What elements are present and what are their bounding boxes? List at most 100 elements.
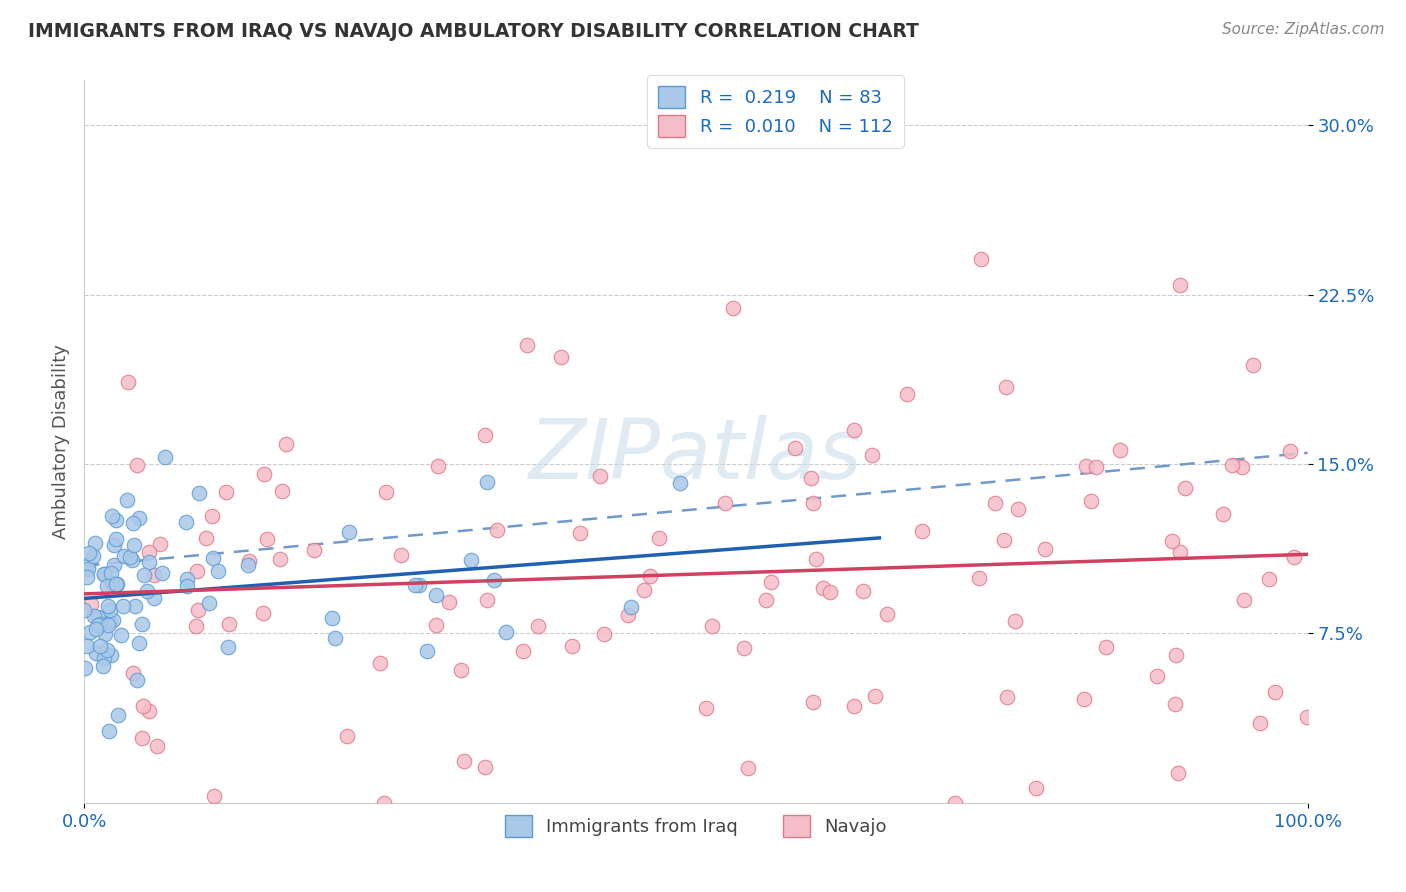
Point bbox=[217, 640, 239, 655]
Point bbox=[1249, 715, 1271, 730]
Point bbox=[967, 571, 990, 585]
Point bbox=[437, 594, 460, 608]
Point bbox=[1073, 692, 1095, 706]
Point bbox=[1233, 593, 1256, 607]
Point bbox=[1241, 358, 1264, 372]
Point bbox=[97, 618, 120, 632]
Point bbox=[117, 493, 139, 508]
Point bbox=[561, 639, 583, 653]
Point bbox=[527, 619, 550, 633]
Point bbox=[256, 533, 278, 547]
Point bbox=[969, 252, 991, 267]
Point bbox=[993, 533, 1015, 547]
Point bbox=[236, 558, 259, 573]
Point bbox=[512, 644, 534, 658]
Point bbox=[1220, 458, 1243, 472]
Point bbox=[82, 549, 104, 563]
Point bbox=[128, 636, 150, 650]
Point bbox=[124, 599, 146, 613]
Point bbox=[1085, 460, 1108, 475]
Point bbox=[474, 760, 496, 774]
Point bbox=[475, 592, 498, 607]
Point bbox=[79, 625, 101, 640]
Point bbox=[122, 516, 145, 531]
Point bbox=[911, 524, 934, 539]
Point bbox=[136, 584, 159, 599]
Point bbox=[89, 616, 111, 631]
Point bbox=[112, 549, 135, 563]
Point bbox=[1278, 444, 1301, 458]
Point bbox=[143, 591, 166, 606]
Point bbox=[100, 648, 122, 663]
Point bbox=[121, 553, 143, 567]
Point bbox=[153, 450, 176, 464]
Point bbox=[1258, 572, 1281, 586]
Text: ZIPatlas: ZIPatlas bbox=[529, 416, 863, 497]
Point bbox=[270, 483, 292, 498]
Point bbox=[668, 475, 690, 490]
Point bbox=[1025, 780, 1047, 795]
Point bbox=[427, 458, 450, 473]
Point bbox=[620, 599, 643, 614]
Point bbox=[93, 566, 115, 581]
Point bbox=[127, 458, 149, 472]
Point bbox=[176, 579, 198, 593]
Point bbox=[103, 558, 125, 573]
Point bbox=[844, 423, 866, 437]
Point bbox=[1007, 502, 1029, 516]
Point bbox=[1167, 766, 1189, 780]
Point bbox=[408, 578, 430, 592]
Point bbox=[737, 761, 759, 775]
Point bbox=[197, 596, 219, 610]
Point bbox=[132, 567, 155, 582]
Point bbox=[811, 581, 834, 595]
Point bbox=[75, 661, 97, 675]
Point bbox=[515, 338, 537, 352]
Point bbox=[863, 689, 886, 703]
Point bbox=[450, 663, 472, 677]
Point bbox=[1174, 481, 1197, 495]
Point bbox=[194, 531, 217, 545]
Point bbox=[107, 708, 129, 723]
Point bbox=[569, 526, 592, 541]
Point bbox=[842, 699, 865, 714]
Point bbox=[1264, 684, 1286, 698]
Point bbox=[131, 617, 153, 632]
Point bbox=[733, 641, 755, 656]
Point bbox=[132, 699, 155, 714]
Point bbox=[83, 608, 105, 623]
Point bbox=[1168, 277, 1191, 292]
Point bbox=[374, 485, 396, 500]
Point bbox=[150, 566, 173, 580]
Legend: Immigrants from Iraq, Navajo: Immigrants from Iraq, Navajo bbox=[498, 808, 894, 845]
Point bbox=[138, 545, 160, 559]
Point bbox=[176, 572, 198, 586]
Point bbox=[995, 380, 1018, 394]
Point bbox=[761, 574, 783, 589]
Point bbox=[143, 567, 166, 582]
Text: IMMIGRANTS FROM IRAQ VS NAVAJO AMBULATORY DISABILITY CORRELATION CHART: IMMIGRANTS FROM IRAQ VS NAVAJO AMBULATOR… bbox=[28, 22, 920, 41]
Point bbox=[98, 603, 121, 617]
Point bbox=[253, 467, 276, 482]
Point bbox=[187, 603, 209, 617]
Point bbox=[1109, 443, 1132, 458]
Point bbox=[801, 695, 824, 709]
Point bbox=[337, 524, 360, 539]
Point bbox=[638, 568, 661, 582]
Point bbox=[120, 550, 142, 565]
Point bbox=[714, 495, 737, 509]
Point bbox=[188, 485, 211, 500]
Y-axis label: Ambulatory Disability: Ambulatory Disability bbox=[52, 344, 70, 539]
Point bbox=[100, 566, 122, 580]
Point bbox=[84, 647, 107, 661]
Point bbox=[617, 607, 640, 622]
Point bbox=[818, 585, 841, 599]
Point bbox=[117, 375, 139, 389]
Point bbox=[87, 617, 110, 632]
Point bbox=[138, 704, 160, 718]
Point bbox=[1212, 507, 1234, 521]
Point bbox=[121, 666, 143, 681]
Point bbox=[76, 570, 98, 584]
Point bbox=[103, 538, 125, 552]
Point bbox=[370, 656, 392, 670]
